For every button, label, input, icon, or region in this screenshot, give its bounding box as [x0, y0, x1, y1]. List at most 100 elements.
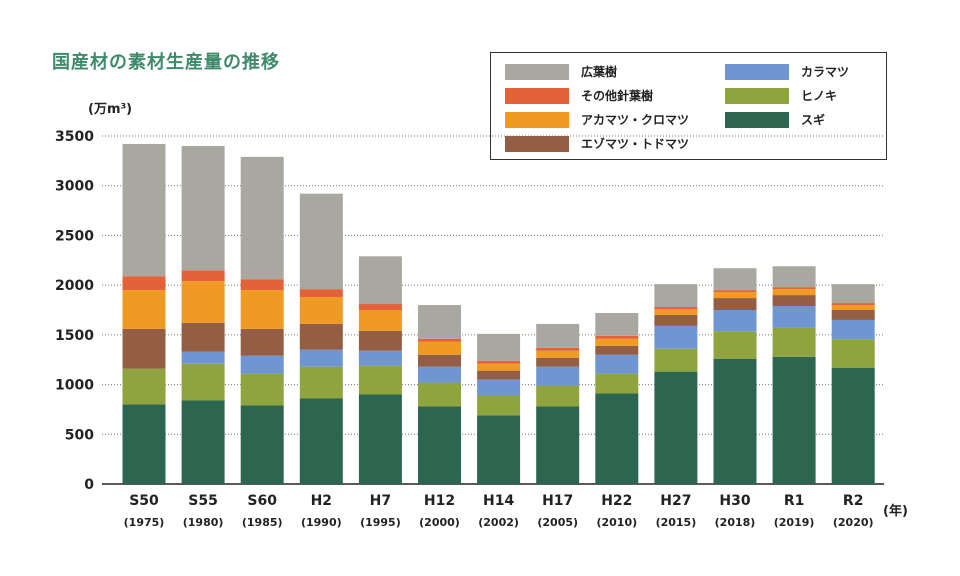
bar-segment [418, 354, 461, 367]
legend-label-ezo-todo-spruce: エゾマツ・トドマツ [581, 137, 690, 151]
bar-segment [181, 322, 225, 352]
bar-segment [536, 366, 580, 386]
legend-item-hinoki: ヒノキ [725, 87, 837, 104]
bar-segment [418, 382, 461, 407]
bar-segment [299, 398, 343, 484]
bar-segment [713, 310, 757, 332]
bar-segment [418, 406, 461, 484]
x-tick-label: H22 [601, 493, 632, 509]
legend-swatch-other-conifer [505, 87, 569, 104]
x-tick-year-label: (2019) [774, 516, 815, 529]
bar-segment [358, 304, 402, 310]
bar-segment [181, 145, 225, 271]
legend-label-hinoki: ヒノキ [801, 89, 838, 103]
x-axis-unit-label: (年) [883, 504, 908, 519]
x-tick-label: S55 [188, 493, 218, 509]
bar-segment [299, 323, 343, 350]
bar-segment [772, 327, 816, 357]
x-tick-year-label: (1990) [301, 516, 342, 529]
x-tick-label: H30 [719, 493, 750, 509]
legend-item-ezo-todo-spruce: エゾマツ・トドマツ [505, 135, 689, 152]
bar-segment [595, 338, 639, 346]
x-tick-year-label: (2015) [656, 516, 697, 529]
bar-segment [772, 266, 816, 288]
x-tick-label: H2 [311, 493, 332, 509]
bar-segment [831, 310, 875, 320]
bar-segment [595, 312, 639, 336]
bar-segment [122, 276, 166, 291]
x-tick-label: R2 [843, 493, 864, 509]
x-tick-year-label: (1980) [183, 516, 224, 529]
bar-segment [477, 370, 521, 380]
chart-title: 国産材の素材生産量の推移 [52, 52, 280, 73]
bar-segment [536, 357, 580, 367]
x-tick-year-label: (2000) [419, 516, 460, 529]
bar-segment [240, 328, 284, 356]
bar-segment [358, 394, 402, 484]
bar-segment [181, 351, 225, 364]
bar-segment [477, 395, 521, 416]
bar-segment [418, 338, 461, 342]
y-tick-label: 2000 [55, 278, 94, 294]
bar-segment [299, 349, 343, 367]
bar-segment [536, 385, 580, 407]
legend-swatch-sugi [725, 111, 789, 128]
legend-swatch-hinoki [725, 87, 789, 104]
legend: 広葉樹 その他針葉樹 アカマツ・クロマツ エゾマツ・トドマツ カラマツ ヒノキ … [490, 52, 887, 160]
bar-segment [536, 406, 580, 484]
legend-item-other-conifer: その他針葉樹 [505, 87, 653, 104]
bar-segment [358, 330, 402, 351]
legend-item-larch: カラマツ [725, 63, 849, 80]
bar-segment [772, 306, 816, 328]
bar-segment [181, 400, 225, 484]
bar-segment [477, 360, 521, 364]
bar-segment [240, 290, 284, 329]
bar-segment [595, 345, 639, 355]
bar-segment [772, 356, 816, 484]
bar-segment [831, 367, 875, 484]
bar-segment [536, 347, 580, 351]
x-tick-label: H27 [660, 493, 691, 509]
bar-segment [536, 350, 580, 358]
bar-segment [122, 368, 166, 405]
bar-segment [654, 314, 698, 326]
bar-segment [299, 297, 343, 324]
bar-segment [299, 289, 343, 298]
bar-segment [122, 328, 166, 369]
bar-segment [477, 415, 521, 484]
legend-label-sugi: スギ [801, 113, 826, 127]
bar-segment [477, 379, 521, 396]
legend-item-red-black-pine: アカマツ・クロマツ [505, 111, 689, 128]
bar-segment [122, 143, 166, 277]
bar-segment [240, 405, 284, 484]
x-tick-year-label: (2020) [833, 516, 874, 529]
x-tick-label: S60 [247, 493, 277, 509]
bar-segment [358, 365, 402, 395]
y-tick-label: 500 [65, 427, 94, 443]
bar-segment [654, 307, 698, 310]
x-tick-year-label: (2005) [537, 516, 578, 529]
x-tick-label: H17 [542, 493, 573, 509]
y-tick-label: 1000 [55, 378, 94, 394]
bar-segment [713, 298, 757, 310]
y-tick-label: 1500 [55, 328, 94, 344]
bar-segment [477, 363, 521, 371]
bar-segment [713, 358, 757, 484]
legend-item-hardwood: 広葉樹 [505, 63, 617, 80]
legend-label-other-conifer: その他針葉樹 [581, 89, 654, 103]
legend-swatch-red-black-pine [505, 111, 569, 128]
x-tick-year-label: (2010) [596, 516, 637, 529]
bar-segment [358, 256, 402, 305]
y-axis-unit-label: (万m³) [88, 102, 133, 117]
bar-segment [181, 281, 225, 323]
legend-label-red-black-pine: アカマツ・クロマツ [581, 113, 690, 127]
y-tick-label: 3500 [55, 129, 94, 145]
bar-segment [713, 331, 757, 359]
legend-swatch-larch [725, 63, 789, 80]
bar-segment [240, 156, 284, 280]
bar-segment [595, 354, 639, 374]
bar-segment [299, 193, 343, 290]
bar-segment [595, 335, 639, 339]
bar-segment [358, 350, 402, 366]
